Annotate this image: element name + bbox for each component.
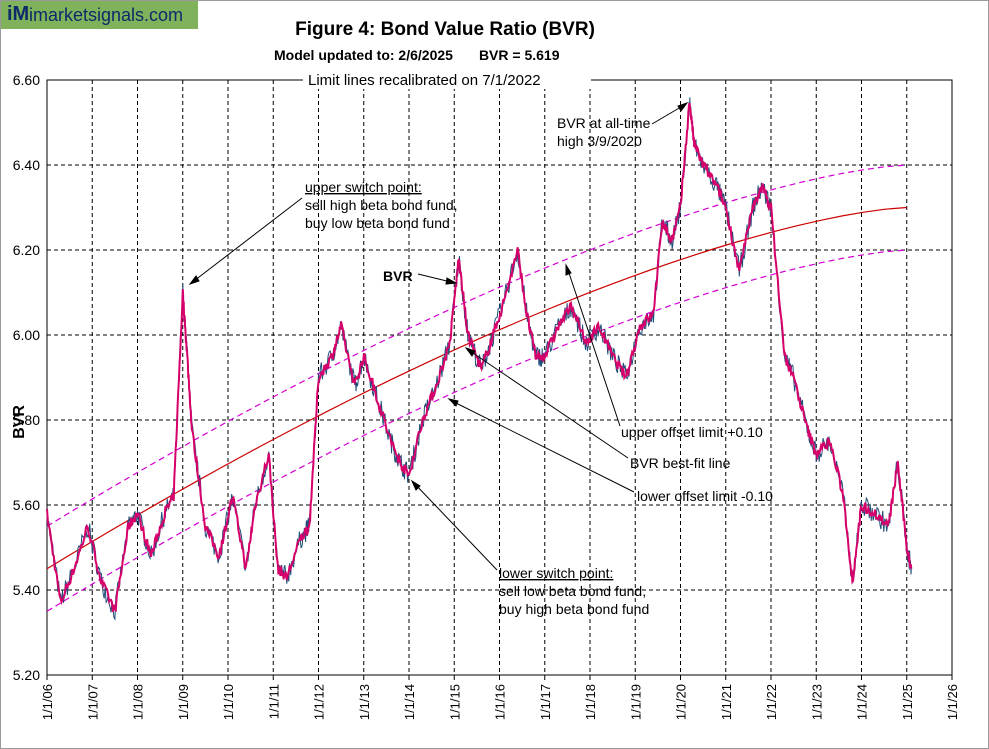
logo-mark: iM	[7, 3, 30, 25]
arrowhead-lower-offset	[447, 398, 459, 407]
upper-switch-title: upper switch point:	[305, 179, 422, 195]
upper-switch-line2: sell high beta bond fund,	[305, 197, 458, 213]
arrowhead-upper-switch	[188, 275, 200, 285]
x-tick-label: 1/1/11	[266, 684, 281, 719]
lower-offset-label: lower offset limit -0.10	[637, 488, 773, 504]
x-tick-label: 1/1/23	[809, 684, 824, 720]
arrowhead-upper-offset	[565, 263, 572, 276]
x-tick-label: 1/1/15	[447, 684, 462, 720]
y-tick-label: 5.20	[13, 667, 40, 683]
recalibrated-box	[303, 69, 591, 89]
arrowhead-bvr	[445, 277, 458, 285]
grid	[47, 80, 952, 675]
y-tick-label: 6.60	[13, 72, 40, 88]
x-tick-label: 1/1/22	[764, 684, 779, 720]
y-tick-label: 5.60	[13, 497, 40, 513]
y-tick-label: 5.80	[13, 412, 40, 428]
upper-offset-line	[46, 164, 907, 527]
y-tick-label: 5.40	[13, 582, 40, 598]
x-tick-label: 1/1/17	[538, 684, 553, 720]
x-tick-label: 1/1/07	[85, 684, 100, 720]
chart-subtitle: Model updated to: 2/6/2025 BVR = 5.619	[274, 47, 560, 63]
x-tick-label: 1/1/16	[493, 684, 508, 720]
lower-switch-line2: sell low beta bond fund,	[499, 583, 646, 599]
x-tick-label: 1/1/24	[855, 684, 870, 720]
lower-switch-title: lower switch point:	[499, 565, 613, 581]
x-tick-label: 1/1/25	[900, 684, 915, 720]
alltime-note-line2: high 3/9/2020	[557, 133, 642, 149]
logo-text: imarketsignals.com	[29, 5, 184, 25]
arrow-upper-switch	[189, 197, 303, 285]
bestfit-line	[46, 206, 907, 570]
x-tick-label: 1/1/21	[719, 684, 734, 720]
x-tick-label: 1/1/20	[674, 684, 689, 720]
x-tick-label: 1/1/18	[583, 684, 598, 720]
y-tick-label: 6.20	[13, 242, 40, 258]
bestfit-label: BVR best-fit line	[630, 455, 731, 471]
y-tick-label: 6.00	[13, 327, 40, 343]
arrow-lower-offset	[449, 399, 635, 493]
y-tick-label: 6.40	[13, 157, 40, 173]
x-tick-label: 1/1/10	[221, 684, 236, 720]
bvr-series-label: BVR	[383, 268, 413, 284]
series	[46, 97, 913, 621]
x-tick-label: 1/1/26	[945, 684, 960, 720]
current-bvr: BVR = 5.619	[478, 47, 560, 63]
recalibrated-note: Limit lines recalibrated on 7/1/2022	[308, 72, 541, 89]
bvr-line	[46, 102, 913, 613]
bvr-raw-line	[46, 97, 912, 621]
model-updated: Model updated to: 2/6/2025	[274, 47, 453, 63]
chart-title: Figure 4: Bond Value Ratio (BVR)	[295, 19, 595, 40]
logo[interactable]: iM imarketsignals.com	[1, 1, 198, 29]
arrow-bestfit	[466, 348, 629, 459]
arrow-upper-offset	[566, 266, 621, 427]
x-tick-label: 1/1/09	[176, 684, 191, 720]
arrowhead-alltime	[677, 102, 689, 112]
x-tick-label: 1/1/19	[628, 684, 643, 720]
x-tick-label: 1/1/12	[312, 684, 327, 720]
lower-offset-line	[46, 249, 907, 612]
axis-ticks: 5.20 5.40 5.60 5.80 6.00 6.20 6.40 6.60 1/1/06 1/…	[13, 72, 960, 720]
arrow-lower-switch	[412, 481, 498, 571]
upper-offset-label: upper offset limit +0.10	[621, 424, 763, 440]
x-tick-label: 1/1/14	[402, 684, 417, 720]
y-axis-label: BVR	[11, 405, 28, 439]
lower-switch-line3: buy high beta bond fund	[499, 601, 649, 617]
alltime-note-line1: BVR at all-time	[557, 115, 651, 131]
arrowhead-bestfit	[464, 347, 476, 357]
annotation-arrows	[188, 102, 689, 571]
arrowhead-lower-switch	[410, 479, 421, 491]
x-tick-label: 1/1/08	[131, 684, 146, 720]
x-tick-label: 1/1/06	[40, 684, 55, 720]
x-tick-label: 1/1/13	[357, 684, 372, 720]
upper-switch-line3: buy low beta bond fund	[305, 215, 450, 231]
